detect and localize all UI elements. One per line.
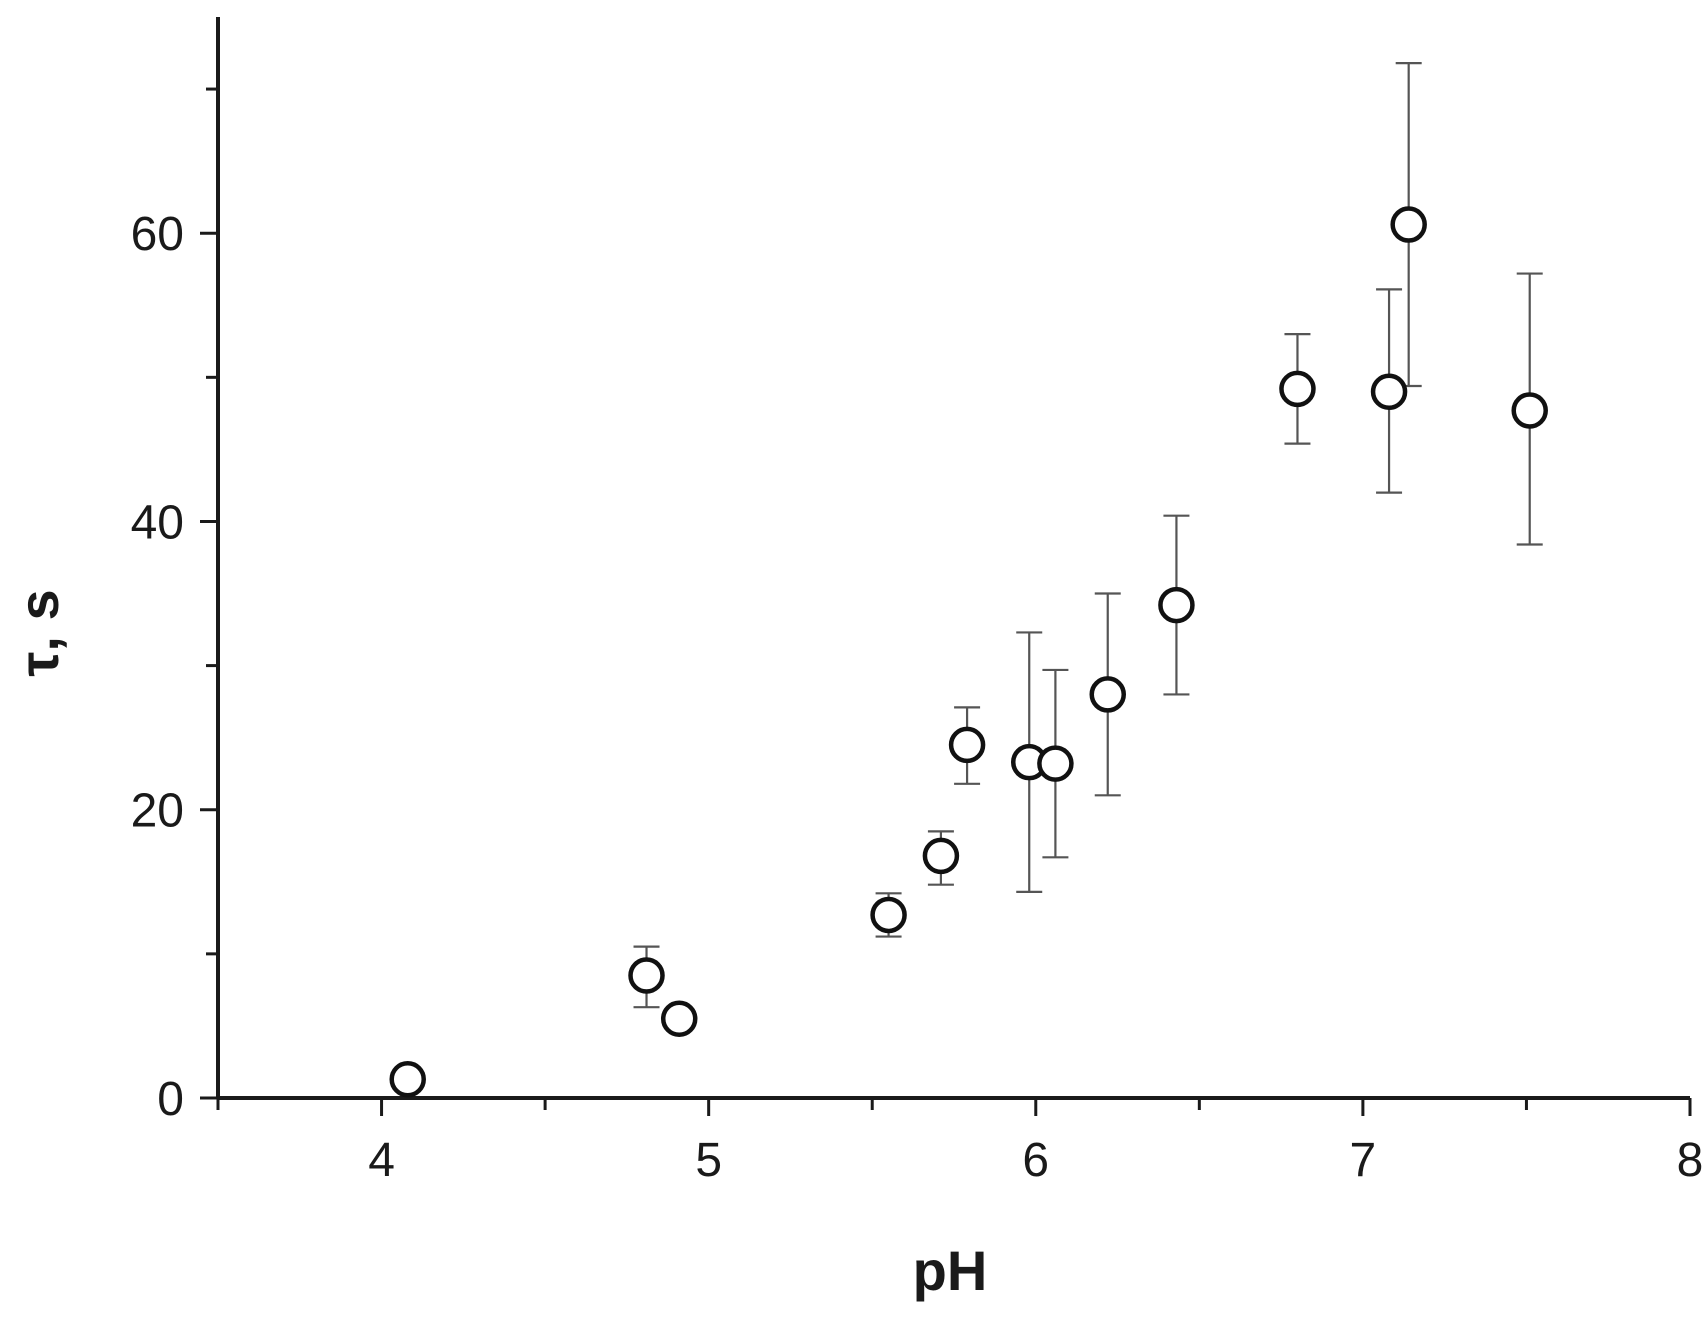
- axes: [216, 17, 1690, 1100]
- data-point: [1370, 373, 1408, 410]
- x-tick-label: 8: [1677, 1134, 1704, 1187]
- x-axis-title: pH: [913, 1239, 988, 1302]
- y-tick-label: 20: [131, 785, 184, 838]
- y-axis-ticks: 0 20 40 60: [131, 87, 218, 1126]
- x-tick-label: 6: [1022, 1134, 1049, 1187]
- data-point: [660, 1000, 698, 1037]
- y-tick-label: 0: [157, 1073, 184, 1126]
- x-tick-label: 5: [695, 1134, 722, 1187]
- x-axis-ticks: 4 5 6 7 8: [216, 1098, 1704, 1187]
- y-axis-title: τ, s: [7, 589, 70, 676]
- data-point: [628, 957, 665, 994]
- x-tick-label: 4: [368, 1134, 395, 1187]
- x-tick-label: 7: [1350, 1134, 1377, 1187]
- y-tick-label: 40: [131, 496, 184, 549]
- data-point: [1390, 206, 1427, 243]
- y-tick-label: 60: [131, 208, 184, 261]
- data-point: [922, 837, 960, 875]
- data-point: [389, 1061, 426, 1098]
- data-point: [1511, 392, 1548, 429]
- data-point: [1279, 370, 1316, 408]
- data-point: [1158, 586, 1195, 624]
- error-bars: [394, 62, 1543, 1088]
- data-points: [389, 206, 1548, 1098]
- data-point: [1089, 676, 1126, 713]
- data-point: [1037, 745, 1074, 782]
- data-point: [870, 896, 907, 934]
- data-point: [948, 726, 986, 764]
